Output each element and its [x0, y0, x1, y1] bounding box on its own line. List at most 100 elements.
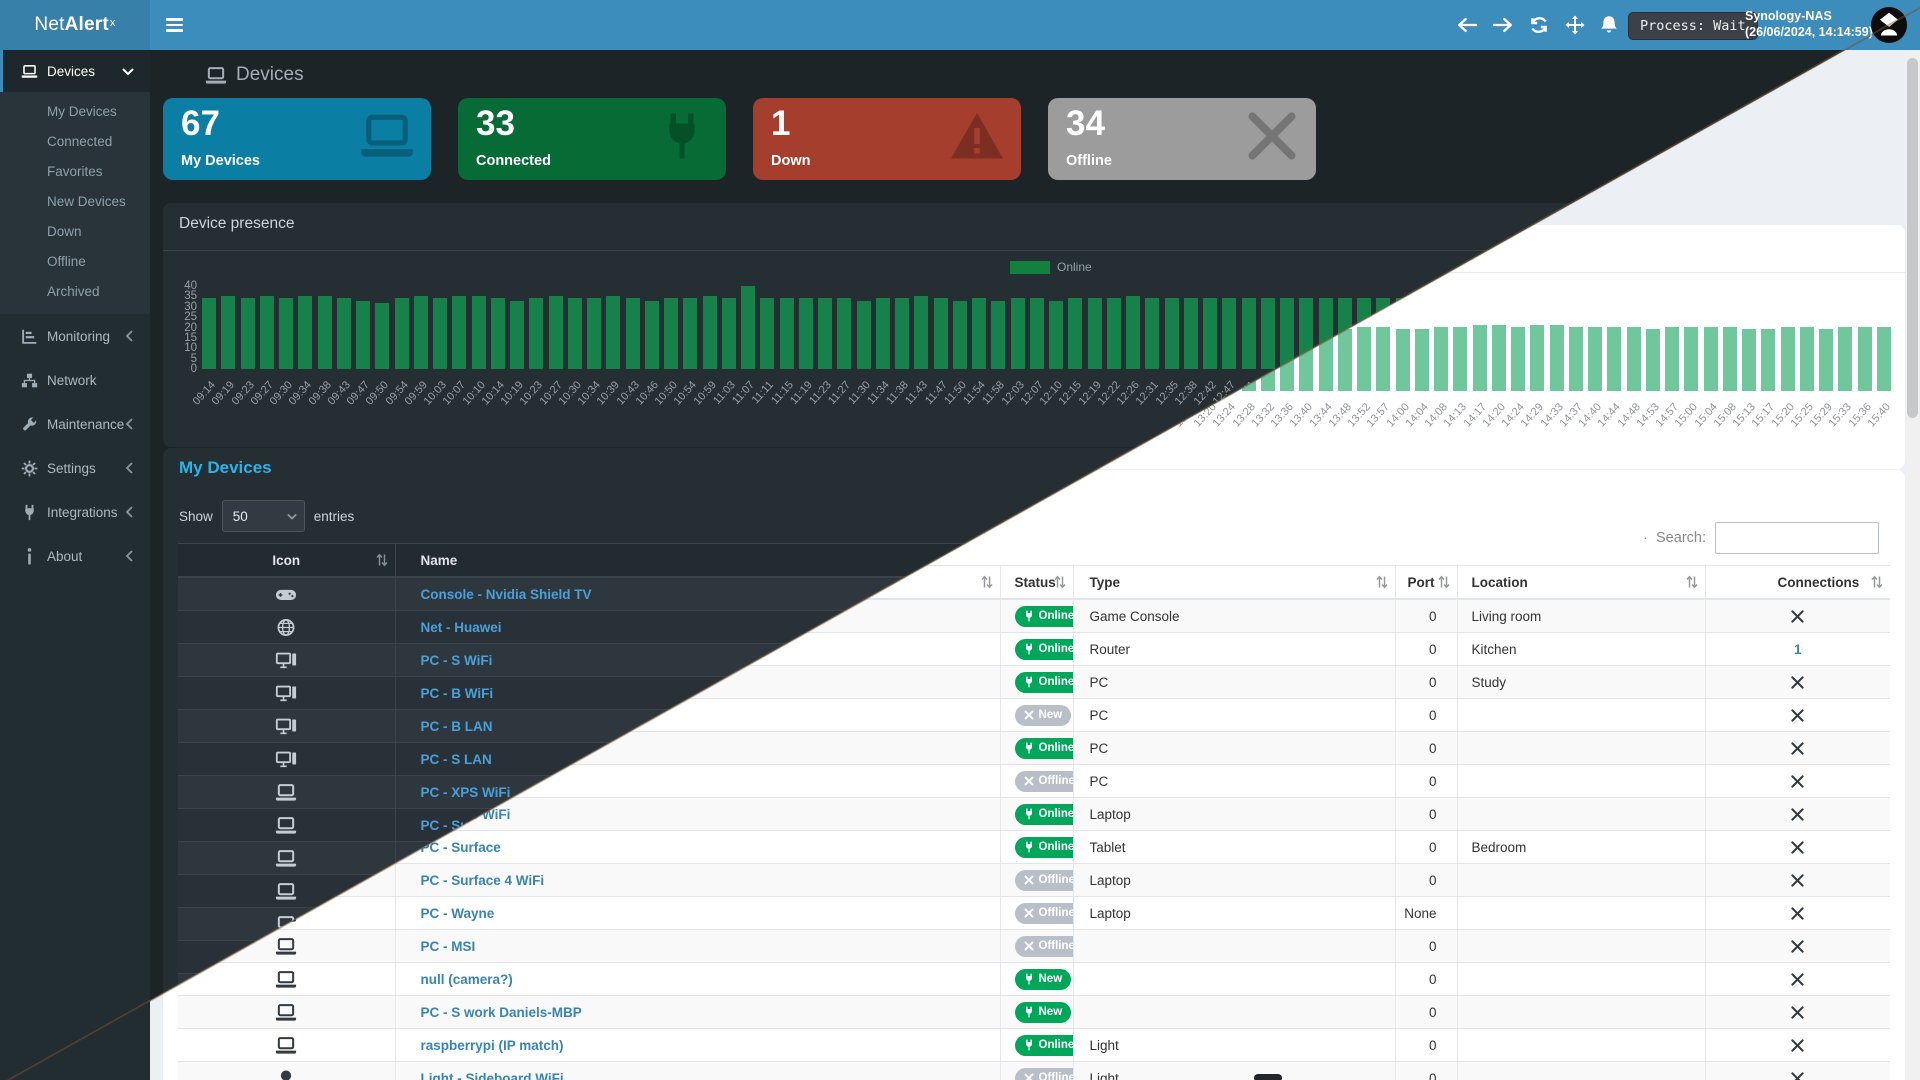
column-header-name[interactable]: Name — [394, 543, 1000, 578]
device-location — [1456, 929, 1705, 963]
device-name-link[interactable]: raspberrypi (IP match) — [420, 1037, 564, 1053]
sort-icon[interactable] — [1685, 575, 1698, 589]
chart-bar — [1280, 298, 1294, 369]
sidebar-item-devices[interactable]: Devices — [0, 50, 150, 92]
sidebar-subitem-favorites[interactable]: Favorites — [47, 163, 103, 179]
avatar[interactable] — [1870, 6, 1908, 44]
device-location — [1456, 995, 1705, 1029]
column-header-connections[interactable]: Connections — [1704, 565, 1890, 600]
sidebar-item-integrations[interactable]: Integrations — [0, 490, 150, 534]
sidebar-subitem-connected[interactable]: Connected — [47, 133, 113, 149]
x-icon — [1791, 973, 1804, 987]
forward-icon[interactable] — [1492, 15, 1513, 35]
chart-bar — [1491, 324, 1506, 391]
chart-bar — [664, 298, 678, 369]
column-header-location[interactable]: Location — [1456, 565, 1705, 600]
chart-bar — [952, 300, 967, 369]
scrollbar-thumb[interactable] — [1907, 58, 1918, 418]
process-status-badge: Process: Wait — [1628, 12, 1758, 40]
device-name-link[interactable]: Console - Nvidia Shield TV — [420, 586, 592, 602]
column-header-type[interactable]: Type — [1072, 565, 1395, 600]
search-input[interactable] — [1715, 522, 1879, 554]
sort-icon[interactable] — [1437, 575, 1450, 589]
refresh-icon[interactable] — [1529, 15, 1549, 35]
column-header-status[interactable]: Status — [999, 565, 1073, 600]
back-icon[interactable] — [1457, 15, 1478, 35]
device-name-link[interactable]: PC - S WiFi — [420, 652, 493, 668]
stat-card-my-devices[interactable]: 67 My Devices — [163, 98, 431, 180]
chart-bar — [1434, 326, 1448, 391]
sidebar-toggle-button[interactable] — [163, 14, 185, 36]
stat-card-connected[interactable]: 33 Connected — [458, 98, 726, 180]
device-type: PC — [1072, 731, 1395, 765]
sidebar-subitem-down[interactable]: Down — [47, 223, 82, 239]
stat-card-down[interactable]: 1 Down — [753, 98, 1021, 180]
chart-bar — [1819, 328, 1833, 391]
wrench-icon — [21, 416, 38, 433]
plug-icon — [1024, 610, 1034, 622]
status-badge: Offline — [1014, 869, 1073, 891]
chart-bar — [452, 296, 467, 369]
host-name: Synology-NAS — [1745, 9, 1832, 23]
desktop-icon — [275, 651, 297, 670]
chart-bar — [1472, 324, 1487, 391]
sort-icon[interactable] — [980, 575, 993, 589]
sidebar-subitem-offline[interactable]: Offline — [47, 253, 86, 269]
page-title: Devices — [205, 55, 304, 95]
sort-icon[interactable] — [1871, 575, 1883, 589]
device-name-link[interactable]: PC - B LAN — [420, 718, 493, 734]
stat-card-offline[interactable]: 34 Offline — [1048, 98, 1316, 180]
x-icon — [1791, 907, 1804, 921]
column-header-icon[interactable]: Icon — [178, 543, 395, 578]
chart-bar — [683, 298, 698, 369]
move-icon[interactable] — [1565, 15, 1585, 35]
host-timestamp: (26/06/2024, 14:14:59) — [1745, 25, 1873, 39]
laptop-icon — [21, 63, 38, 80]
sidebar-item-label: Monitoring — [47, 328, 111, 344]
sidebar-item-monitoring[interactable]: Monitoring — [0, 314, 150, 358]
device-name-link[interactable]: PC - S work Daniels-MBP — [420, 1004, 582, 1020]
chevron-left-icon — [125, 462, 134, 474]
column-header-port[interactable]: Port — [1394, 565, 1457, 600]
stat-cards-row: 67 My Devices 33 Connected 1 Down 34 Offline — [163, 98, 1316, 180]
device-name-link[interactable]: null (camera?) — [420, 971, 513, 987]
device-name-link[interactable]: PC - Wayne — [420, 905, 495, 921]
sort-icon[interactable] — [1053, 575, 1066, 589]
sort-icon[interactable] — [1375, 575, 1388, 589]
chart-bar — [1414, 328, 1429, 391]
chart-bar — [1549, 324, 1564, 391]
plug-icon — [1024, 676, 1034, 688]
device-port: 0 — [1394, 962, 1457, 996]
page-size-select[interactable]: 50 — [221, 500, 305, 532]
device-location: Study — [1456, 665, 1705, 699]
sidebar-subitem-my-devices[interactable]: My Devices — [47, 103, 117, 119]
device-name-link[interactable]: PC - XPS WiFi — [420, 784, 511, 800]
sidebar-item-settings[interactable]: Settings — [0, 446, 150, 490]
notifications-bell-icon[interactable] — [1600, 15, 1618, 35]
connections-link[interactable]: 1 — [1793, 641, 1802, 657]
device-name-link[interactable]: PC - S LAN — [420, 751, 492, 767]
page-scrollbar[interactable] — [1905, 50, 1920, 1080]
device-name-link[interactable]: PC - Surface 4 WiFi — [420, 872, 545, 888]
device-name-link[interactable]: PC - MSI — [420, 938, 476, 954]
status-badge: New — [1014, 968, 1072, 990]
chart-bar — [1511, 326, 1525, 391]
device-name-link[interactable]: PC - B WiFi — [420, 685, 494, 701]
chart-bar — [1645, 328, 1660, 391]
sidebar-item-maintenance[interactable]: Maintenance — [0, 402, 150, 446]
sidebar-subitem-archived[interactable]: Archived — [47, 283, 100, 299]
chart-bar — [1453, 326, 1468, 391]
sort-icon[interactable] — [375, 553, 388, 567]
device-location — [1456, 698, 1705, 732]
sidebar-subitem-new-devices[interactable]: New Devices — [47, 193, 126, 209]
sidebar-item-about[interactable]: About — [0, 534, 150, 578]
device-name-link[interactable]: Net - Huawei — [420, 619, 502, 635]
x-icon — [1791, 1006, 1804, 1020]
device-name-link[interactable]: Light - Sideboard WiFi — [420, 1070, 564, 1080]
sidebar-item-network[interactable]: Network — [0, 358, 150, 402]
chart-bar — [1876, 326, 1891, 391]
chart-bar — [1530, 324, 1545, 391]
chart-bar — [1703, 326, 1718, 391]
